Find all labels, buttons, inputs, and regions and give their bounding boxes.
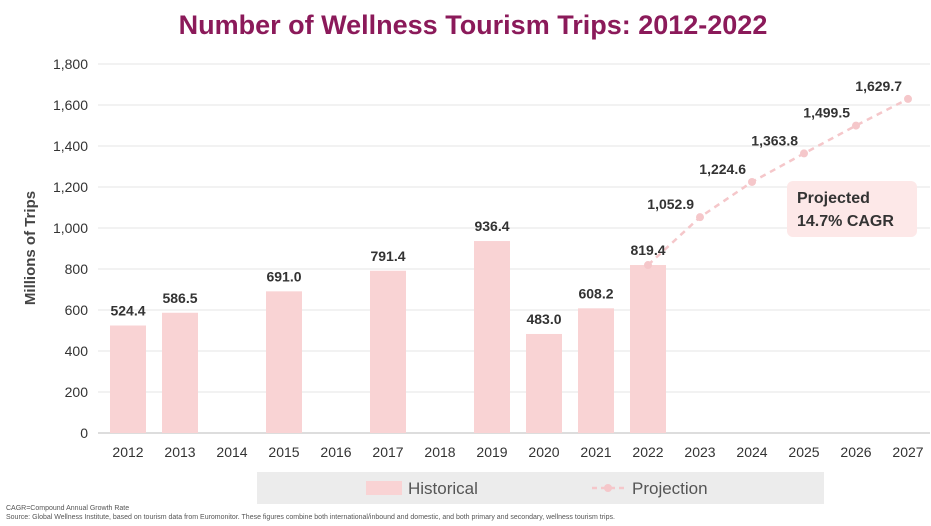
projection-point-2022 — [644, 261, 652, 270]
historical-bars — [110, 241, 666, 433]
projection-series-line — [647, 97, 909, 266]
callout-line-1: Projected — [797, 190, 870, 207]
legend-projection-label: Projection — [632, 479, 708, 498]
bar-2015 — [266, 291, 302, 433]
callout-line-2: 14.7% CAGR — [797, 213, 894, 230]
bar-2013 — [162, 312, 198, 433]
x-tick-label: 2022 — [632, 444, 663, 460]
gridlines — [98, 63, 930, 434]
y-tick-label: 1,200 — [53, 179, 88, 195]
y-axis-title: Millions of Trips — [22, 191, 39, 305]
projection-value-label: 1,224.6 — [699, 161, 746, 177]
x-tick-label: 2014 — [216, 444, 247, 460]
legend-background — [257, 472, 824, 504]
x-tick-label: 2024 — [736, 444, 767, 460]
y-tick-label: 1,800 — [53, 56, 88, 72]
y-tick-label: 200 — [65, 384, 89, 400]
bar-2012 — [110, 325, 146, 433]
bar-2017 — [370, 270, 406, 433]
x-tick-label: 2025 — [788, 444, 819, 460]
x-tick-label: 2026 — [840, 444, 871, 460]
projection-point-2024 — [748, 177, 756, 186]
bar-value-label: 586.5 — [162, 290, 197, 306]
bar-2019 — [474, 241, 510, 433]
x-tick-label: 2020 — [528, 444, 559, 460]
footnote-source: Source: Global Wellness Institute, based… — [6, 514, 615, 521]
y-tick-label: 600 — [65, 302, 89, 318]
projection-point-2023 — [696, 213, 704, 222]
x-tick-label: 2017 — [372, 444, 403, 460]
y-tick-label: 1,400 — [53, 138, 88, 154]
y-tick-label: 400 — [65, 343, 89, 359]
x-tick-label: 2013 — [164, 444, 195, 460]
x-tick-label: 2015 — [268, 444, 299, 460]
data-labels: 524.4 586.5 691.0 791.4 936.4 483.0 608.2 819.4… — [110, 78, 902, 327]
legend-historical-label: Historical — [408, 479, 478, 498]
y-tick-label: 800 — [65, 261, 89, 277]
projection-point-2027 — [904, 94, 912, 103]
chart-title: Number of Wellness Tourism Trips: 2012-2… — [179, 10, 768, 40]
y-tick-label: 1,000 — [53, 220, 88, 236]
x-tick-label: 2021 — [580, 444, 611, 460]
legend-projection-marker — [604, 484, 612, 492]
y-tick-label: 1,600 — [53, 97, 88, 113]
projection-point-2025 — [800, 149, 808, 158]
bar-2021 — [578, 308, 614, 433]
projection-value-label: 1,363.8 — [751, 132, 798, 148]
bar-value-label: 791.4 — [370, 248, 405, 264]
x-tick-label: 2016 — [320, 444, 351, 460]
x-tick-label: 2012 — [112, 444, 143, 460]
projection-value-label: 1,629.7 — [855, 78, 902, 94]
y-axis-ticks: 0 200 400 600 800 1,000 1,200 1,400 1,600 1,800 — [53, 56, 88, 441]
bar-2020 — [526, 333, 562, 433]
legend-historical-swatch — [366, 481, 402, 495]
bar-value-label: 936.4 — [474, 218, 509, 234]
x-tick-label: 2027 — [892, 444, 923, 460]
bar-value-label: 691.0 — [266, 268, 301, 284]
bar-value-label: 524.4 — [110, 302, 145, 318]
x-tick-label: 2019 — [476, 444, 507, 460]
bar-value-label: 819.4 — [630, 242, 665, 258]
y-tick-label: 0 — [80, 425, 88, 441]
projection-value-label: 1,499.5 — [803, 105, 850, 121]
legend: Historical Projection — [257, 472, 824, 504]
bar-2022 — [630, 265, 666, 433]
cagr-callout: Projected 14.7% CAGR — [787, 181, 917, 237]
x-tick-label: 2023 — [684, 444, 715, 460]
x-axis-ticks: 2012 2013 2014 2015 2016 2017 2018 2019 2020 2021… — [112, 444, 923, 460]
projection-line — [644, 94, 912, 270]
callout-background — [787, 181, 917, 237]
bar-value-label: 483.0 — [526, 311, 561, 327]
projection-value-label: 1,052.9 — [647, 196, 694, 212]
projection-point-2026 — [852, 121, 860, 130]
bar-value-label: 608.2 — [578, 285, 613, 301]
x-tick-label: 2018 — [424, 444, 455, 460]
footnote-cagr: CAGR=Compound Annual Growth Rate — [6, 505, 130, 512]
